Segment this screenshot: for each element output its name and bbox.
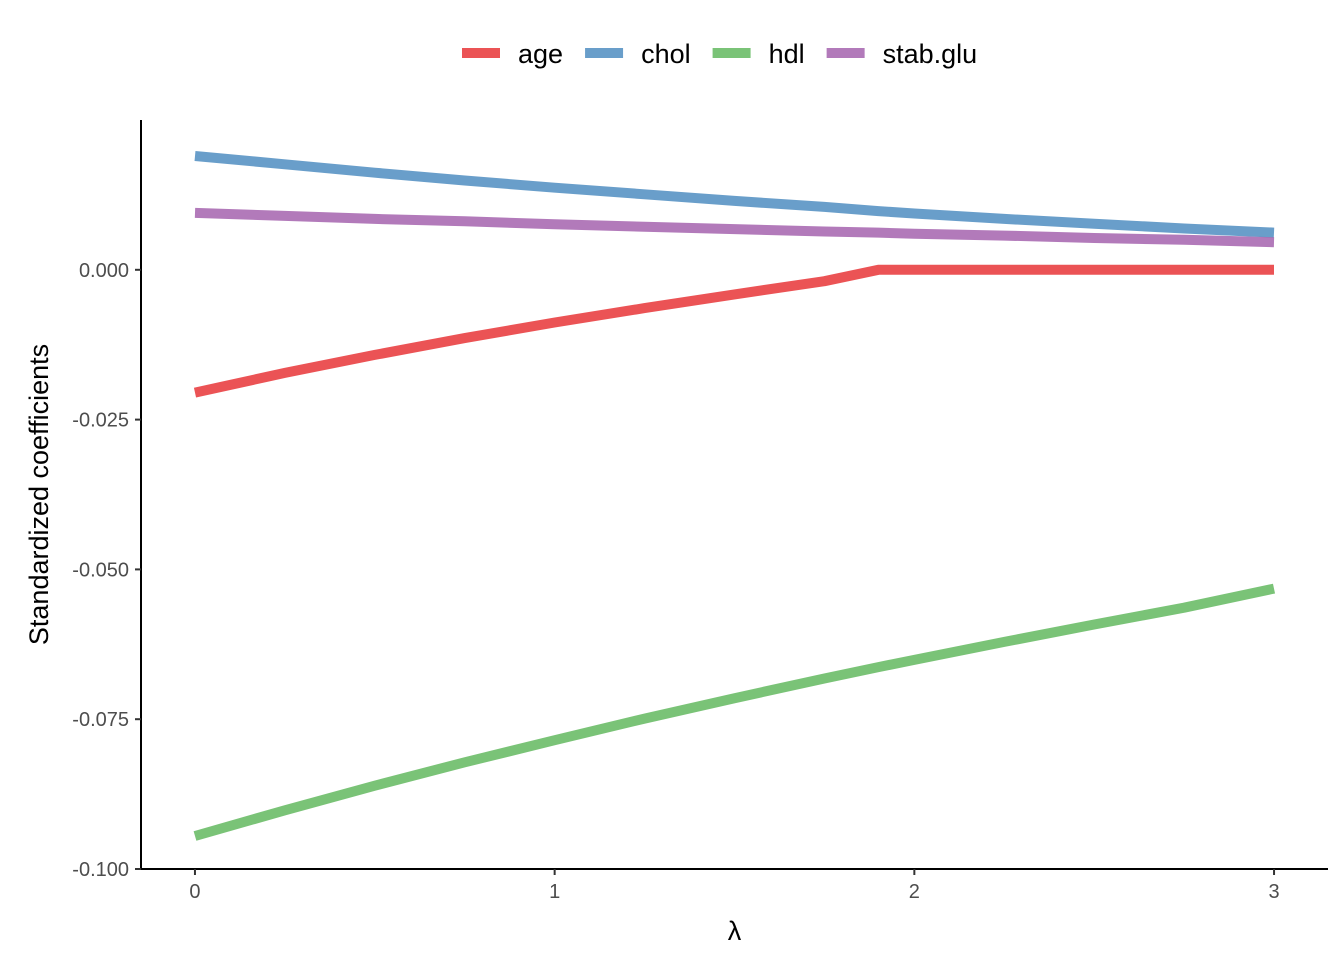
legend-label: hdl [769, 39, 805, 69]
x-tick-label: 1 [549, 881, 560, 903]
x-tick-label: 0 [189, 881, 200, 903]
y-tick-label: 0.000 [79, 260, 129, 282]
legend: age chol hdl stab.glu [462, 39, 977, 69]
legend-label: chol [641, 39, 691, 69]
y-tick-label: -0.075 [72, 709, 129, 731]
y-axis-title: Standardized coefficients [24, 344, 54, 645]
y-tick-label: -0.100 [72, 859, 129, 881]
series-lines [193, 151, 1276, 841]
y-tick-label: -0.050 [72, 559, 129, 581]
x-tick-label: 3 [1268, 881, 1279, 903]
x-tick-label: 2 [909, 881, 920, 903]
legend-label: age [518, 39, 563, 69]
x-axis-title: λ [728, 916, 742, 946]
series-line-hdl [193, 583, 1276, 841]
y-tick-label: -0.025 [72, 410, 129, 432]
series-line-chol [194, 151, 1275, 238]
series-line-stab-glu [194, 207, 1275, 248]
axes: 0.000 -0.025 -0.050 -0.075 -0.100 0 1 2 3 [72, 120, 1328, 903]
series-line-age [193, 264, 1274, 398]
legend-label: stab.glu [883, 39, 978, 69]
x-axis-ticks: 0 1 2 3 [189, 869, 1280, 903]
y-axis-ticks: 0.000 -0.025 -0.050 -0.075 -0.100 [72, 260, 141, 881]
